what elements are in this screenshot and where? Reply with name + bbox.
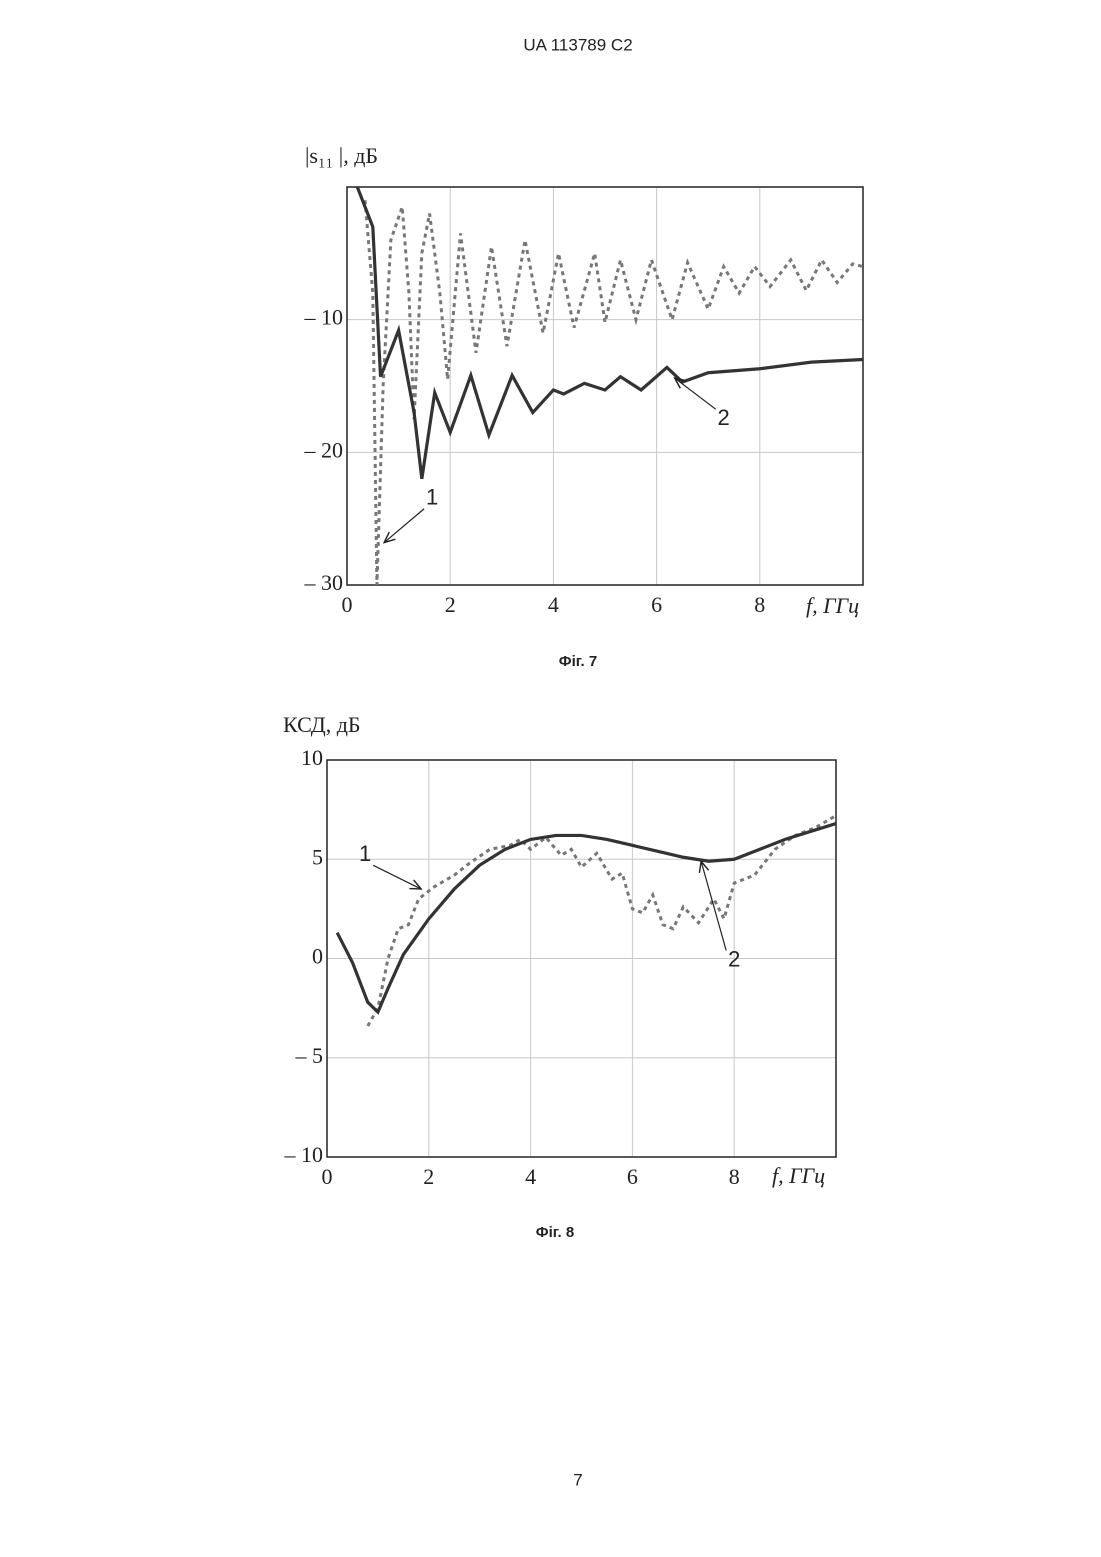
annotation-arrow: [384, 509, 424, 543]
figure-caption: Фіг. 8: [536, 1224, 574, 1241]
curve-label: 2: [728, 946, 740, 971]
x-tick-label: 8: [729, 1164, 740, 1189]
x-tick-label: 2: [445, 592, 456, 617]
plot-frame: [347, 187, 863, 585]
header: UA 113789 C2: [523, 35, 632, 54]
x-tick-label: 6: [627, 1164, 638, 1189]
x-tick-label: 6: [651, 592, 662, 617]
x-tick-label: 0: [342, 592, 353, 617]
figure-caption: Фіг. 7: [559, 653, 597, 670]
x-tick-label: 4: [548, 592, 559, 617]
page-number: 7: [573, 1470, 582, 1489]
annotation-arrow: [675, 378, 716, 409]
x-tick-label: 0: [322, 1164, 333, 1189]
x-axis-label: f, ГГц: [772, 1163, 825, 1188]
x-axis-label: f, ГГц: [806, 593, 859, 618]
curve-label: 1: [426, 485, 438, 510]
annotation-arrow: [373, 865, 421, 889]
curve-label: 1: [359, 841, 371, 866]
y-tick-label: – 30: [304, 570, 344, 595]
y-tick-label: – 20: [304, 437, 344, 462]
curve-label: 2: [718, 405, 730, 430]
y-tick-label: – 5: [295, 1043, 324, 1068]
y-axis-label: |s₁₁ |, дБ: [305, 143, 378, 168]
y-tick-label: – 10: [304, 305, 344, 330]
x-tick-label: 2: [423, 1164, 434, 1189]
y-tick-label: 5: [312, 844, 323, 869]
page: UA 113789 C2 7 0 2 4 6 8 – 30 – 20 – 10 |s₁₁ |, …: [0, 0, 1101, 1557]
chart: 0 2 4 6 8 – 30 – 20 – 10 |s₁₁ |, дБ f, ГГц Фіг. 7 1…: [304, 143, 864, 670]
annotation-arrow: [701, 861, 726, 950]
y-tick-label: – 10: [284, 1142, 324, 1167]
chart: 0 2 4 6 8 – 10 – 5 0 5 10 КСД, дБ f, ГГц Фіг. 8 1 2: [283, 712, 836, 1241]
series-line: [365, 200, 863, 585]
x-tick-label: 4: [525, 1164, 536, 1189]
y-tick-label: 10: [301, 745, 323, 770]
y-tick-label: 0: [312, 944, 323, 969]
x-tick-label: 8: [754, 592, 765, 617]
y-axis-label: КСД, дБ: [283, 712, 361, 737]
